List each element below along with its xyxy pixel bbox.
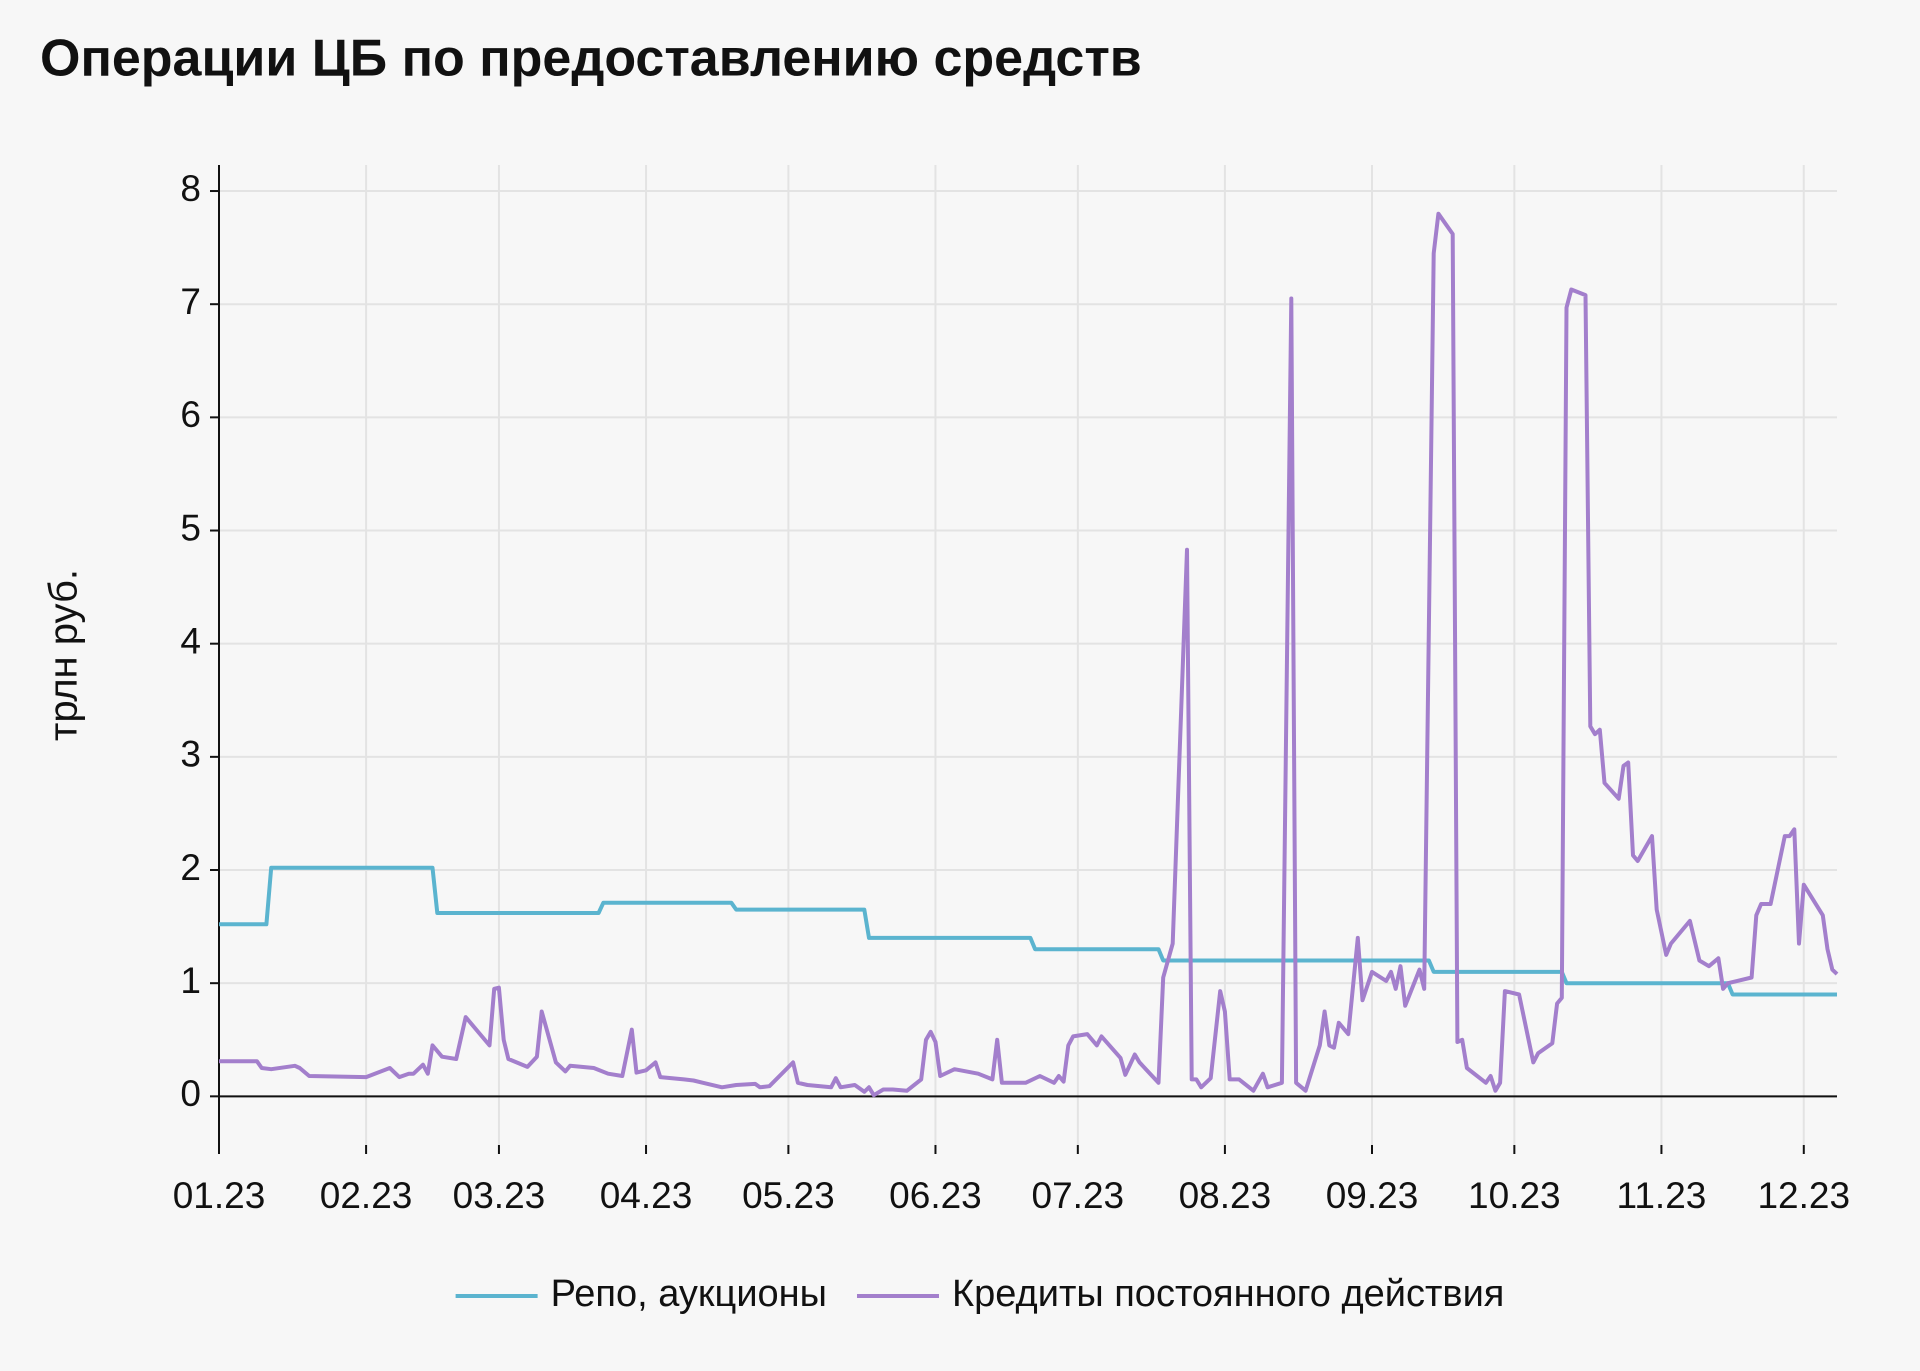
x-tick-label: 08.23 — [1179, 1175, 1272, 1216]
x-tick-label: 05.23 — [742, 1175, 835, 1216]
x-tick-label: 02.23 — [320, 1175, 413, 1216]
x-tick-label: 12.23 — [1757, 1175, 1850, 1216]
x-tick-label: 03.23 — [453, 1175, 546, 1216]
x-tick-label: 06.23 — [889, 1175, 982, 1216]
x-tick-label: 07.23 — [1032, 1175, 1125, 1216]
y-tick-label: 5 — [180, 507, 201, 548]
series-line — [219, 865, 1837, 997]
y-axis-label: трлн руб. — [42, 569, 86, 741]
y-tick-label: 8 — [180, 168, 201, 209]
y-tick-label: 3 — [180, 734, 201, 775]
series-line — [219, 211, 1839, 1098]
y-tick-label: 1 — [180, 960, 201, 1001]
y-tick-label: 4 — [180, 620, 201, 661]
x-tick-label: 10.23 — [1468, 1175, 1561, 1216]
y-tick-label: 6 — [180, 394, 201, 435]
x-tick-label: 04.23 — [600, 1175, 693, 1216]
legend-label: Репо, аукционы — [551, 1273, 827, 1315]
chart-title: Операции ЦБ по предоставлению средств — [40, 30, 1142, 88]
x-tick-label: 09.23 — [1326, 1175, 1419, 1216]
x-tick-label: 11.23 — [1617, 1175, 1707, 1216]
x-tick-label: 01.23 — [173, 1175, 266, 1216]
y-tick-label: 0 — [180, 1073, 201, 1114]
legend-label: Кредиты постоянного действия — [952, 1273, 1504, 1315]
y-tick-label: 7 — [180, 281, 201, 322]
y-tick-label: 2 — [180, 847, 201, 888]
